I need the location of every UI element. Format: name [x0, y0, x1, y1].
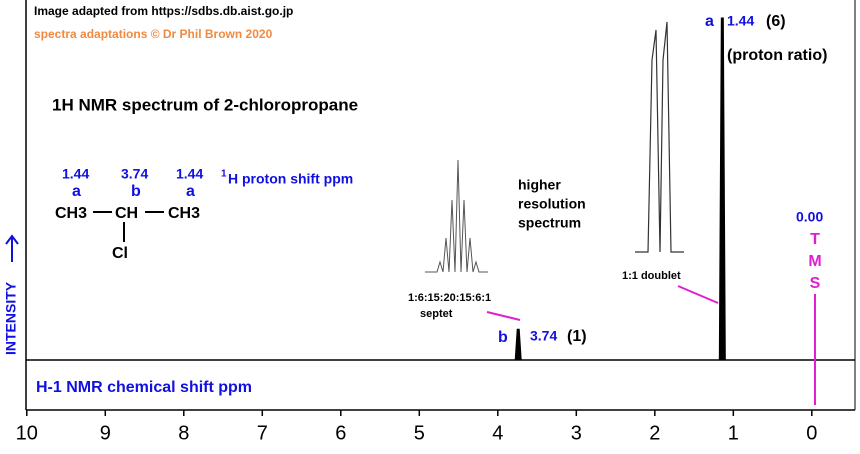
- title: 1H NMR spectrum of 2-chloropropane: [52, 95, 358, 114]
- tms-letter: T: [810, 231, 820, 248]
- note: higher: [518, 177, 561, 193]
- doublet-inset: [635, 21, 684, 253]
- shift: 3.74: [121, 166, 148, 182]
- peak: [514, 328, 522, 361]
- x-tick-label: 3: [571, 422, 582, 444]
- shift: 1.44: [62, 166, 89, 182]
- group: Cl: [112, 245, 128, 262]
- shift: 1.44: [176, 166, 203, 182]
- y-label: INTENSITY: [3, 281, 19, 355]
- x-label: H-1 NMR chemical shift ppm: [36, 379, 252, 396]
- peak-ratio: (6): [766, 13, 786, 30]
- peak-letter: b: [498, 329, 508, 346]
- peak-letter: a: [705, 13, 714, 30]
- x-tick-label: 1: [728, 422, 739, 444]
- label: b: [131, 183, 141, 200]
- label: a: [186, 183, 195, 200]
- pointer: [677, 285, 719, 304]
- source: Image adapted from https://sdbs.db.aist.…: [34, 4, 293, 18]
- tms-letter: M: [808, 253, 821, 270]
- note: spectrum: [518, 215, 581, 231]
- x-tick-label: 2: [649, 422, 660, 444]
- credit: spectra adaptations © Dr Phil Brown 2020: [34, 27, 273, 41]
- label: a: [72, 183, 81, 200]
- legend-text: H proton shift ppm: [228, 171, 353, 187]
- peak-shift: 3.74: [530, 328, 557, 344]
- group: CH3: [55, 205, 87, 222]
- x-tick-label: 10: [16, 422, 38, 444]
- x-tick-label: 8: [178, 422, 189, 444]
- peak: [718, 17, 726, 361]
- group: CH: [115, 205, 138, 222]
- pointer: [486, 311, 521, 321]
- x-tick-label: 5: [414, 422, 425, 444]
- septet-ratio: 1:6:15:20:15:6:1: [408, 292, 491, 304]
- doublet-name: 1:1 doublet: [622, 270, 681, 282]
- x-tick-label: 7: [257, 422, 268, 444]
- ratio-note: (proton ratio): [727, 47, 827, 64]
- peak-ratio: (1): [567, 328, 587, 345]
- group: CH3: [168, 205, 200, 222]
- note: resolution: [518, 196, 586, 212]
- septet-inset: [425, 159, 488, 273]
- tms-shift: 0.00: [796, 209, 823, 225]
- tms-letter: S: [810, 275, 821, 292]
- y-arrow: [5, 234, 19, 262]
- septet-name: septet: [420, 308, 453, 320]
- x-tick-label: 4: [492, 422, 503, 444]
- x-tick-label: 0: [806, 422, 817, 444]
- x-tick-label: 9: [100, 422, 111, 444]
- legend-sup: 1: [221, 169, 227, 180]
- x-tick-label: 6: [335, 422, 346, 444]
- peak-shift: 1.44: [727, 13, 754, 29]
